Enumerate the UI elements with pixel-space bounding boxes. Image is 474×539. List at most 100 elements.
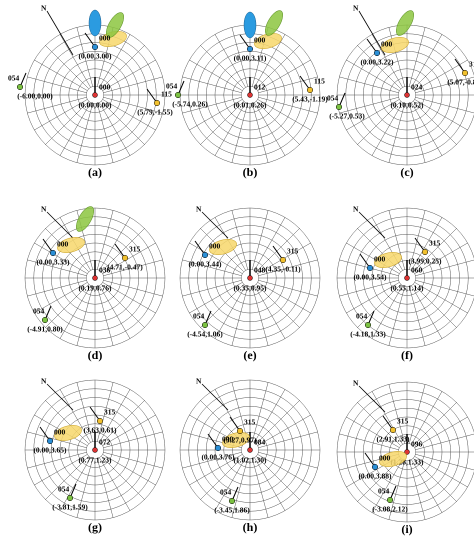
bearing-line xyxy=(76,27,93,87)
bearing-line xyxy=(388,27,405,87)
bearing-line xyxy=(409,27,426,87)
bearing-line xyxy=(27,431,87,448)
target-ship xyxy=(174,91,182,99)
own-coord: (0.10,0.52) xyxy=(390,101,424,110)
target-id: 000 xyxy=(254,36,266,45)
bearing-line xyxy=(256,101,300,145)
ship-domain xyxy=(88,9,102,37)
bearing-line xyxy=(76,286,93,346)
bearing-line xyxy=(99,389,131,443)
bearing-line xyxy=(257,59,311,91)
bearing-line xyxy=(411,459,443,513)
bearing-line xyxy=(59,34,91,88)
own-id: 048 xyxy=(254,266,266,275)
bearing-line xyxy=(388,384,405,444)
panel: 048 (0.35,0.95) N 000 (0.00,3.44) 054 (-4.54,1… xyxy=(179,205,321,362)
bearing-line xyxy=(254,457,286,511)
north-label: N xyxy=(353,379,359,388)
ship-domain xyxy=(106,12,124,38)
bearing-line xyxy=(409,384,426,444)
bearing-line xyxy=(258,97,318,114)
target-ship xyxy=(214,444,222,452)
bearing-line xyxy=(252,458,269,518)
bearing-line xyxy=(101,456,145,500)
bearing-line xyxy=(346,242,400,274)
bearing-line xyxy=(102,59,156,91)
target-ship xyxy=(201,321,209,329)
target-coord: (0.00,3.88) xyxy=(358,472,392,481)
bearing-line xyxy=(252,286,269,346)
target-id: 000 xyxy=(374,255,386,264)
target-ship xyxy=(371,463,379,471)
bearing-line xyxy=(415,97,474,114)
own-coord: (1.02,1.30) xyxy=(233,456,267,465)
own-id: 000 xyxy=(99,83,111,92)
safety-zone xyxy=(381,37,409,53)
bearing-line xyxy=(214,457,246,511)
bearing-line xyxy=(231,382,248,442)
bearing-line xyxy=(256,456,300,500)
own-coord: (0.77,1.23) xyxy=(78,456,112,465)
target-ship xyxy=(421,248,429,256)
bearing-line xyxy=(413,284,457,328)
own-id: 084 xyxy=(254,438,266,447)
safety-zone xyxy=(379,451,407,467)
bearing-line xyxy=(99,285,131,339)
bearing-line xyxy=(258,280,318,297)
bearing-line xyxy=(254,285,286,339)
bearing-line xyxy=(102,454,156,486)
panel: 036 (0.19,0.76) N 000 (0.00,3.33) 054 (-4.91,0… xyxy=(24,205,166,362)
bearing-line xyxy=(214,34,246,88)
target-ship xyxy=(246,45,254,53)
bearing-line xyxy=(256,228,300,272)
north-label: N xyxy=(41,4,47,13)
bearing-line xyxy=(182,280,242,297)
bearing-line xyxy=(256,284,300,328)
bearing-line xyxy=(182,452,242,469)
bearing-line xyxy=(231,286,248,346)
target-ship xyxy=(41,316,49,324)
safety-zone xyxy=(54,425,82,441)
north-label: N xyxy=(41,377,47,386)
bearing-line xyxy=(413,458,457,502)
target-coord: (-5.27,0.53) xyxy=(329,112,365,121)
bearing-line xyxy=(99,102,131,156)
bearing-line xyxy=(413,45,457,89)
bearing-line xyxy=(414,242,468,274)
bearing-line xyxy=(101,228,145,272)
own-coord: (1.28,1.33) xyxy=(390,458,424,467)
bearing-line xyxy=(414,282,468,314)
target-coord: (-3.45,1.86) xyxy=(214,506,250,515)
bearing-line xyxy=(189,99,243,131)
target-id: 000 xyxy=(54,428,66,437)
target-coord: (0.00,3.33) xyxy=(36,258,70,267)
bearing-line xyxy=(411,285,443,339)
bearing-line xyxy=(59,457,91,511)
bearing-line xyxy=(258,76,318,93)
target-ship xyxy=(386,496,394,504)
bearing-line xyxy=(34,99,88,131)
target-id: 054 xyxy=(356,312,368,321)
bearing-line xyxy=(339,97,399,114)
target-id: 000 xyxy=(99,34,111,43)
bearing-line xyxy=(34,59,88,91)
bearing-line xyxy=(254,34,286,88)
bearing-line xyxy=(357,284,401,328)
own-coord: (0.35,0.95) xyxy=(233,284,267,293)
own-ship xyxy=(92,275,98,281)
bearing-line xyxy=(103,280,163,297)
bearing-line xyxy=(411,391,443,445)
bearing-line xyxy=(257,414,311,446)
target-coord: (-3.08,2.12) xyxy=(372,505,408,514)
target-id: 000 xyxy=(209,242,221,251)
bearing-line xyxy=(97,286,114,346)
bearing-line xyxy=(388,103,405,163)
target-ship xyxy=(366,264,374,272)
north-arrow xyxy=(46,383,74,411)
panel-label: (d) xyxy=(88,348,103,362)
bearing-line xyxy=(200,101,244,145)
own-id: 072 xyxy=(99,438,111,447)
own-ship xyxy=(92,447,98,453)
bearing-line xyxy=(27,259,87,276)
bearing-line xyxy=(257,454,311,486)
